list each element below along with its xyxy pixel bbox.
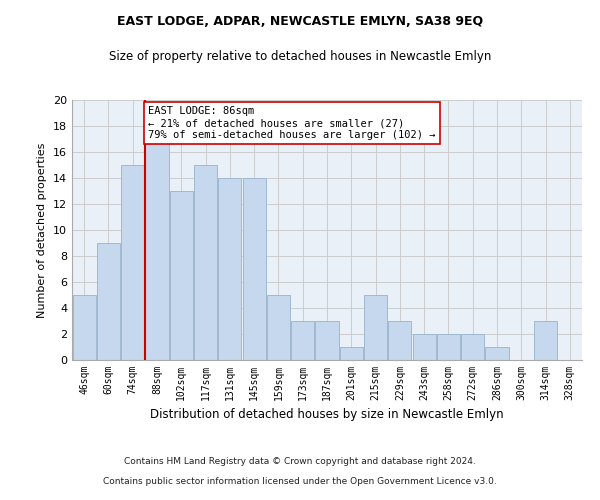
Bar: [73, 295, 95, 360]
Bar: [194, 165, 217, 360]
Bar: [291, 321, 314, 360]
Bar: [485, 347, 509, 360]
X-axis label: Distribution of detached houses by size in Newcastle Emlyn: Distribution of detached houses by size …: [150, 408, 504, 422]
Bar: [437, 334, 460, 360]
Text: EAST LODGE, ADPAR, NEWCASTLE EMLYN, SA38 9EQ: EAST LODGE, ADPAR, NEWCASTLE EMLYN, SA38…: [117, 15, 483, 28]
Bar: [170, 191, 193, 360]
Bar: [267, 295, 290, 360]
Text: Contains public sector information licensed under the Open Government Licence v3: Contains public sector information licen…: [103, 478, 497, 486]
Bar: [364, 295, 387, 360]
Text: Size of property relative to detached houses in Newcastle Emlyn: Size of property relative to detached ho…: [109, 50, 491, 63]
Bar: [97, 243, 120, 360]
Bar: [388, 321, 412, 360]
Bar: [534, 321, 557, 360]
Bar: [413, 334, 436, 360]
Text: Contains HM Land Registry data © Crown copyright and database right 2024.: Contains HM Land Registry data © Crown c…: [124, 458, 476, 466]
Bar: [461, 334, 484, 360]
Text: EAST LODGE: 86sqm
← 21% of detached houses are smaller (27)
79% of semi-detached: EAST LODGE: 86sqm ← 21% of detached hous…: [149, 106, 436, 140]
Y-axis label: Number of detached properties: Number of detached properties: [37, 142, 47, 318]
Bar: [242, 178, 266, 360]
Bar: [145, 139, 169, 360]
Bar: [340, 347, 363, 360]
Bar: [316, 321, 338, 360]
Bar: [218, 178, 241, 360]
Bar: [121, 165, 144, 360]
